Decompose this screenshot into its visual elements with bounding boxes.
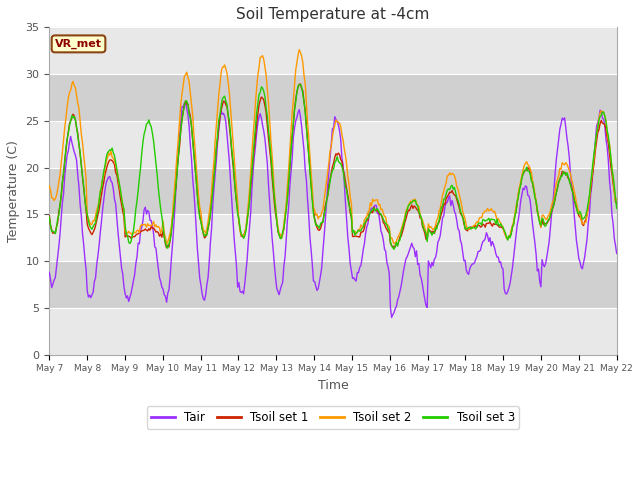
Tsoil set 3 (465, 225, 472, 230)
Tair (286, 184, 294, 190)
Tsoil set 2 (613, 196, 621, 202)
X-axis label: Time: Time (317, 379, 348, 392)
Tsoil set 1 (392, 240, 400, 246)
Tair (45, 269, 53, 275)
Bar (49, 168, 617, 214)
Tair (465, 272, 472, 277)
Tsoil set 1 (613, 200, 621, 206)
Tsoil set 2 (45, 183, 53, 189)
Y-axis label: Temperature (C): Temperature (C) (7, 140, 20, 242)
Tsoil set 2 (563, 161, 571, 167)
Tair (563, 135, 571, 141)
Tsoil set 3 (364, 216, 372, 221)
Tsoil set 1 (286, 165, 294, 170)
Line: Tsoil set 1: Tsoil set 1 (49, 84, 617, 248)
Tsoil set 1 (563, 172, 571, 178)
Tsoil set 3 (45, 214, 53, 220)
Tsoil set 2 (296, 47, 303, 52)
Tsoil set 1 (465, 226, 472, 232)
Line: Tsoil set 3: Tsoil set 3 (49, 84, 617, 249)
Tsoil set 1 (365, 211, 373, 216)
Tsoil set 3 (613, 205, 621, 211)
Tsoil set 3 (392, 240, 400, 245)
Tsoil set 1 (163, 245, 170, 251)
Title: Soil Temperature at -4cm: Soil Temperature at -4cm (236, 7, 429, 22)
Tsoil set 2 (364, 210, 372, 216)
Tair (388, 314, 396, 320)
Tsoil set 2 (222, 66, 230, 72)
Line: Tsoil set 2: Tsoil set 2 (49, 49, 617, 244)
Text: VR_met: VR_met (55, 39, 102, 49)
Tair (392, 303, 400, 309)
Bar (49, 261, 617, 308)
Tsoil set 2 (465, 226, 472, 232)
Tsoil set 2 (390, 241, 398, 247)
Tsoil set 3 (296, 82, 303, 87)
Tsoil set 2 (285, 168, 292, 173)
Tair (364, 220, 372, 226)
Tsoil set 3 (563, 170, 571, 176)
Tsoil set 3 (390, 246, 398, 252)
Tsoil set 3 (222, 98, 230, 104)
Tsoil set 2 (392, 239, 400, 244)
Line: Tair: Tair (49, 103, 617, 317)
Tair (223, 132, 231, 137)
Tair (613, 251, 621, 256)
Tsoil set 1 (296, 81, 304, 87)
Tsoil set 3 (285, 180, 292, 186)
Tair (180, 100, 188, 106)
Bar (49, 74, 617, 121)
Tsoil set 1 (45, 213, 53, 218)
Legend: Tair, Tsoil set 1, Tsoil set 2, Tsoil set 3: Tair, Tsoil set 1, Tsoil set 2, Tsoil se… (147, 406, 520, 429)
Tsoil set 1 (223, 104, 231, 110)
